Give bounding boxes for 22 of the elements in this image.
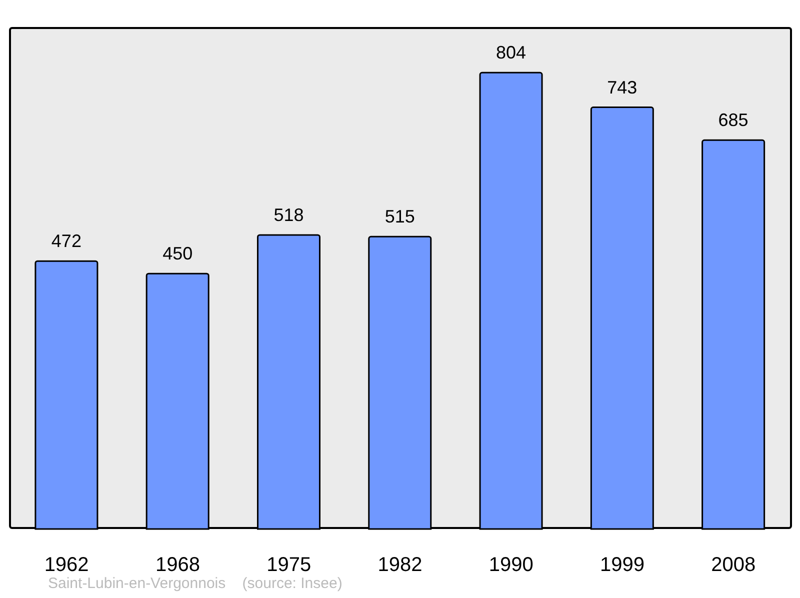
x-tick-label: 1999 — [600, 554, 645, 576]
bar — [590, 106, 654, 530]
data-label: 515 — [384, 206, 415, 227]
data-label: 518 — [274, 204, 304, 225]
data-label: 450 — [162, 244, 193, 264]
data-label: 743 — [607, 77, 638, 98]
bar — [702, 139, 766, 530]
x-tick-label: 2008 — [711, 554, 756, 576]
text: Saint-Lubin-en-Vergonnois (source: Insee) — [48, 575, 342, 592]
bar — [146, 272, 210, 530]
data-label: 685 — [718, 110, 748, 130]
x-tick-label: 1990 — [488, 554, 534, 576]
x-tick-label: 1975 — [266, 554, 312, 576]
x-tick-label: 1968 — [155, 554, 200, 576]
bar — [256, 234, 320, 530]
data-label: 804 — [496, 42, 526, 63]
bar — [34, 260, 98, 530]
bar — [368, 236, 432, 530]
x-tick-label: 1962 — [44, 554, 89, 576]
data-label: 472 — [51, 231, 82, 252]
bar — [479, 72, 543, 530]
x-tick-label: 1982 — [378, 554, 422, 576]
